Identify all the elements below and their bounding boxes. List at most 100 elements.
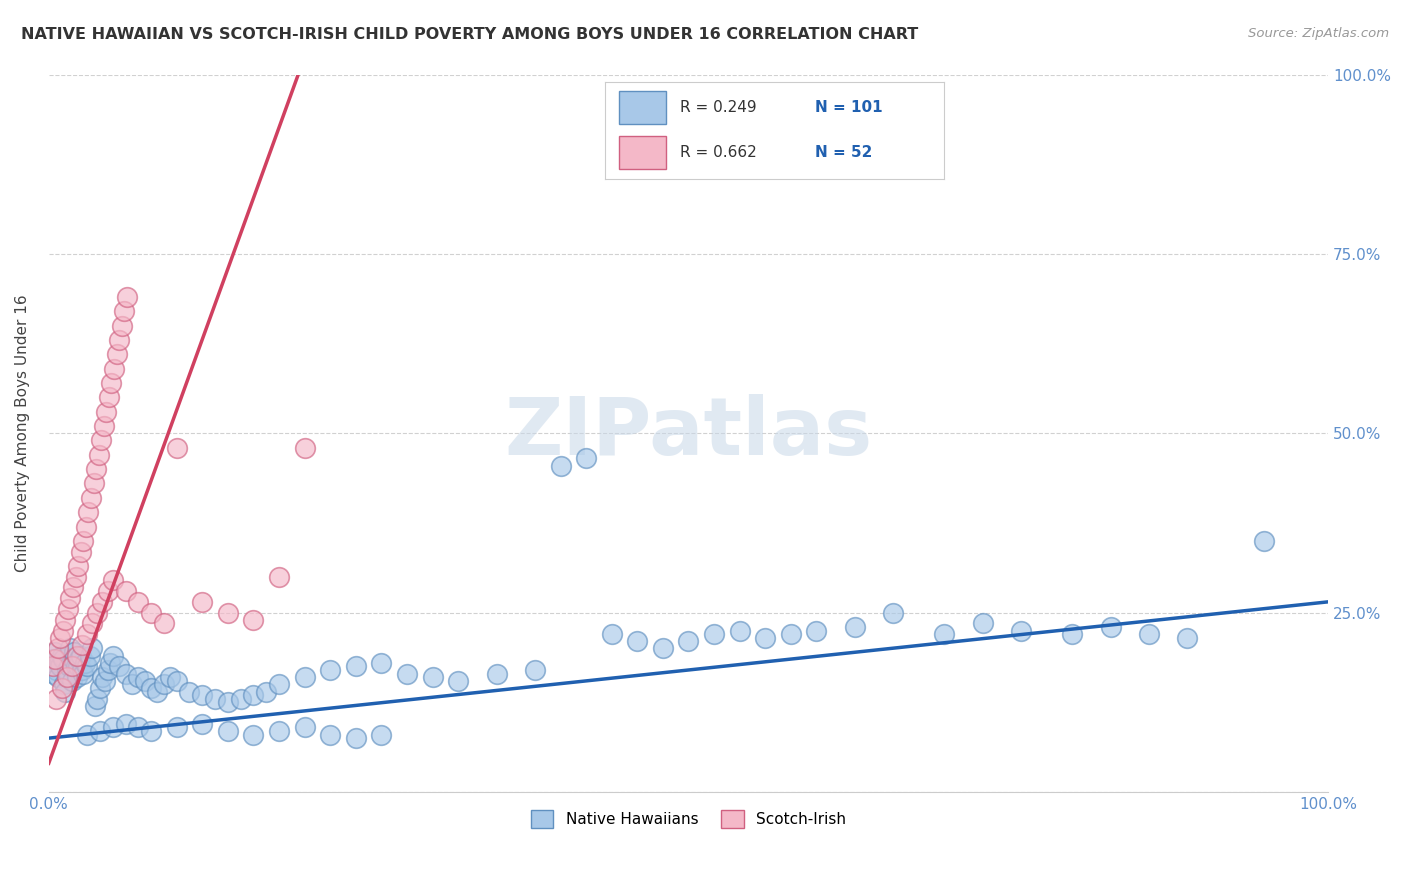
Point	[550, 458, 572, 473]
Point	[294, 670, 316, 684]
Point	[1253, 533, 1275, 548]
Point	[651, 641, 673, 656]
Point	[51, 681, 73, 695]
Point	[114, 666, 136, 681]
Text: NATIVE HAWAIIAN VS SCOTCH-IRISH CHILD POVERTY AMONG BOYS UNDER 16 CORRELATION CH: NATIVE HAWAIIAN VS SCOTCH-IRISH CHILD PO…	[21, 27, 918, 42]
Point	[45, 663, 67, 677]
Point	[65, 570, 87, 584]
Point	[66, 648, 89, 663]
Point	[82, 616, 104, 631]
Point	[98, 656, 121, 670]
Point	[217, 606, 239, 620]
Point	[59, 591, 82, 606]
Point	[91, 670, 114, 684]
Point	[229, 691, 252, 706]
Point	[89, 723, 111, 738]
Point	[370, 656, 392, 670]
Point	[134, 673, 156, 688]
Legend: Native Hawaiians, Scotch-Irish: Native Hawaiians, Scotch-Irish	[524, 804, 852, 835]
Point	[146, 684, 169, 698]
Point	[242, 688, 264, 702]
Point	[73, 656, 96, 670]
Point	[97, 663, 120, 677]
Point	[844, 620, 866, 634]
Point	[63, 645, 86, 659]
Point	[62, 581, 84, 595]
Point	[575, 451, 598, 466]
Point	[44, 652, 66, 666]
Point	[97, 390, 120, 404]
Point	[191, 595, 214, 609]
Point	[56, 602, 79, 616]
Point	[86, 691, 108, 706]
Point	[76, 728, 98, 742]
Point	[42, 666, 65, 681]
Point	[52, 624, 75, 638]
Point	[319, 663, 342, 677]
Point	[72, 533, 94, 548]
Point	[90, 434, 112, 448]
Point	[60, 659, 83, 673]
Point	[254, 684, 277, 698]
Point	[103, 361, 125, 376]
Point	[72, 666, 94, 681]
Point	[89, 681, 111, 695]
Point	[159, 670, 181, 684]
Point	[139, 606, 162, 620]
Point	[77, 505, 100, 519]
Point	[267, 723, 290, 738]
Point	[66, 670, 89, 684]
Point	[48, 656, 70, 670]
Point	[779, 627, 801, 641]
Point	[51, 648, 73, 663]
Point	[703, 627, 725, 641]
Point	[344, 731, 367, 746]
Point	[83, 476, 105, 491]
Point	[97, 584, 120, 599]
Point	[44, 645, 66, 659]
Text: Source: ZipAtlas.com: Source: ZipAtlas.com	[1249, 27, 1389, 40]
Point	[93, 419, 115, 434]
Point	[114, 716, 136, 731]
Point	[59, 641, 82, 656]
Point	[115, 290, 138, 304]
Point	[127, 720, 149, 734]
Point	[972, 616, 994, 631]
Point	[55, 613, 77, 627]
Point	[806, 624, 828, 638]
Point	[100, 376, 122, 390]
Point	[242, 613, 264, 627]
Y-axis label: Child Poverty Among Boys Under 16: Child Poverty Among Boys Under 16	[15, 294, 30, 572]
Point	[600, 627, 623, 641]
Point	[204, 691, 226, 706]
Point	[422, 670, 444, 684]
Point	[626, 634, 648, 648]
Point	[79, 648, 101, 663]
Point	[678, 634, 700, 648]
Text: ZIPatlas: ZIPatlas	[505, 394, 873, 472]
Point	[76, 659, 98, 673]
Point	[754, 631, 776, 645]
Point	[111, 318, 134, 333]
Point	[101, 648, 124, 663]
Point	[267, 570, 290, 584]
Point	[46, 641, 69, 656]
Point	[49, 659, 72, 673]
Point	[267, 677, 290, 691]
Point	[55, 670, 77, 684]
Point	[485, 666, 508, 681]
Point	[39, 659, 62, 673]
Point	[105, 347, 128, 361]
Point	[1010, 624, 1032, 638]
Point	[82, 641, 104, 656]
Point	[242, 728, 264, 742]
Point	[114, 584, 136, 599]
Point	[1177, 631, 1199, 645]
Point	[294, 441, 316, 455]
Point	[49, 631, 72, 645]
Point	[1099, 620, 1122, 634]
Point	[370, 728, 392, 742]
Point	[166, 720, 188, 734]
Point	[153, 677, 176, 691]
Point	[217, 695, 239, 709]
